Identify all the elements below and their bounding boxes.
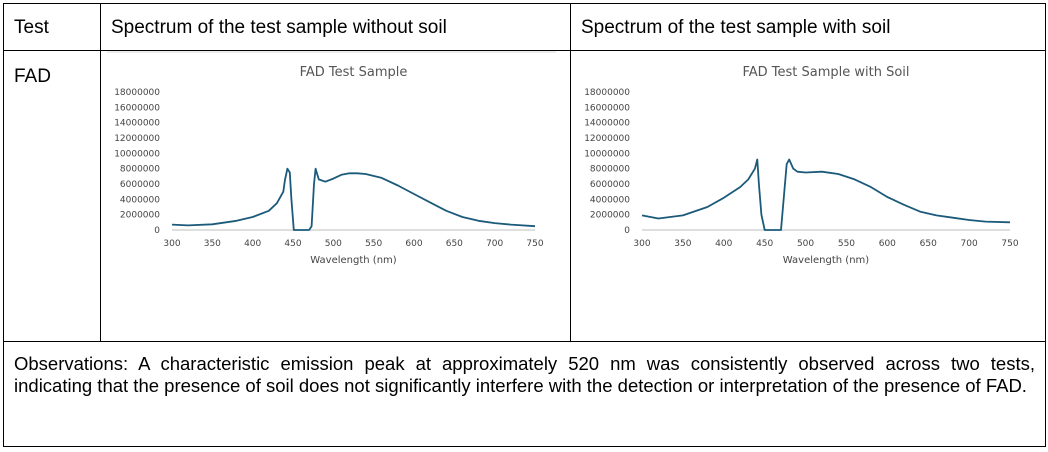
x-tick-label: 550 [838,239,855,249]
header-row: Test Spectrum of the test sample without… [3,3,1046,51]
chart-cell-without-soil: FAD Test Sample 0 2000000 4000000 6000000 800… [100,50,571,342]
x-tick-label: 300 [633,239,650,249]
chart-title: FAD Test Sample with Soil [742,65,909,80]
x-tick-label: 350 [674,239,691,249]
y-tick-label: 18000000 [114,88,160,98]
y-tick-label: 16000000 [114,103,160,113]
y-tick-label: 12000000 [114,134,160,144]
series-line [641,158,1011,231]
x-tick-label: 750 [526,239,543,249]
chart-with-soil: FAD Test Sample with Soil 0 2000000 4000000… [584,65,1019,266]
row-label: FAD [14,66,51,87]
x-tick-label: 500 [797,239,814,249]
x-tick-label: 350 [204,239,221,249]
x-tick-label: 450 [756,239,773,249]
y-tick-label: 10000000 [114,149,160,159]
x-tick-label: 500 [325,239,342,249]
series-line [171,167,536,231]
y-tick-label: 8000000 [120,165,160,175]
x-tick-label: 400 [715,239,732,249]
y-tick-label: 0 [154,226,160,236]
y-tick-label: 16000000 [584,103,630,113]
y-tick-label: 2000000 [590,211,630,221]
y-tick-label: 14000000 [584,119,630,129]
chart-title: FAD Test Sample [300,65,408,80]
x-tick-label: 700 [486,239,503,249]
x-tick-label: 650 [446,239,463,249]
y-tick-label: 6000000 [590,180,630,190]
header-with-soil: Spectrum of the test sample with soil [570,3,1046,51]
x-tick-label: 300 [163,239,180,249]
y-tick-label: 18000000 [584,88,630,98]
y-tick-label: 14000000 [114,119,160,129]
observations-cell: Observations: A characteristic emission … [3,341,1046,447]
x-tick-label: 450 [284,239,301,249]
y-tick-label: 10000000 [584,149,630,159]
x-axis-label: Wavelength (nm) [310,255,396,266]
row-label-cell: FAD [3,50,101,342]
header-test: Test [3,3,101,51]
x-tick-label: 700 [961,239,978,249]
y-tick-label: 2000000 [120,211,160,221]
x-tick-label: 600 [405,239,422,249]
x-axis-label: Wavelength (nm) [783,255,869,266]
x-tick-label: 650 [920,239,937,249]
chart-without-soil: FAD Test Sample 0 2000000 4000000 6000000 800… [107,51,556,266]
observations-text: Observations: A characteristic emission … [14,353,1035,396]
y-tick-label: 4000000 [590,195,630,205]
observations-row: Observations: A characteristic emission … [3,341,1046,447]
x-tick-label: 750 [1001,239,1018,249]
x-tick-label: 550 [365,239,382,249]
chart-cell-with-soil: FAD Test Sample with Soil 0 2000000 4000000… [570,50,1046,342]
x-tick-label: 600 [879,239,896,249]
x-tick-label: 400 [244,239,261,249]
y-tick-label: 4000000 [120,195,160,205]
y-tick-label: 12000000 [584,134,630,144]
results-table: Test Spectrum of the test sample without… [3,3,1046,447]
y-tick-label: 0 [624,226,630,236]
header-without-soil: Spectrum of the test sample without soil [100,3,571,51]
y-tick-label: 6000000 [120,180,160,190]
fad-row: FAD FAD Test Sample 0 2000000 4000000 600000… [3,50,1046,342]
y-tick-label: 8000000 [590,165,630,175]
